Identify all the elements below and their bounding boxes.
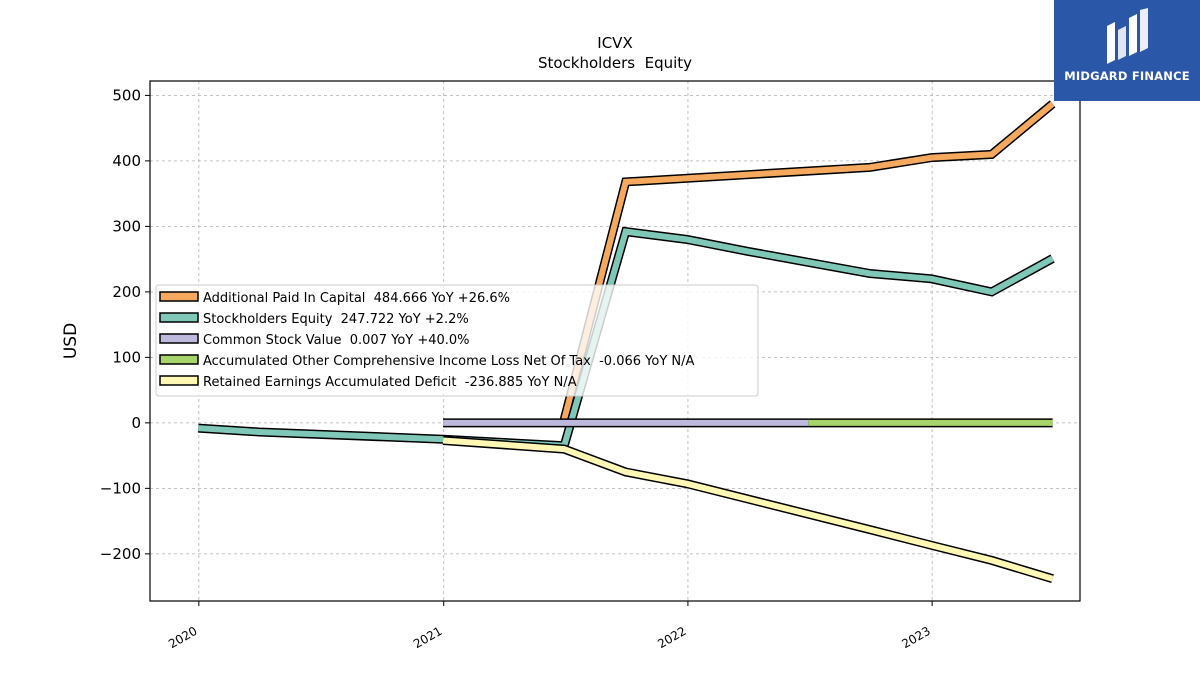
y-tick-label: 500 — [112, 86, 141, 104]
x-axis: 2020 2021 2022 2023 — [166, 601, 933, 651]
x-tick-label: 2021 — [411, 624, 444, 651]
y-tick-label: 100 — [112, 348, 141, 366]
legend-label: Accumulated Other Comprehensive Income L… — [203, 354, 694, 369]
legend-swatch — [159, 333, 199, 344]
series-line-4 — [442, 437, 1054, 582]
y-axis: −200 −100 0 100 200 300 400 500 — [100, 86, 150, 563]
y-axis-label: USD — [61, 323, 81, 359]
plot-frame — [149, 80, 1081, 602]
chart-subtitle: Stockholders Equity — [538, 54, 692, 72]
y-tick-label: 300 — [112, 217, 141, 235]
legend-box — [155, 284, 759, 397]
legend: Additional Paid In Capital 484.666 YoY +… — [155, 284, 759, 397]
brand-name: MIDGARD FINANCE — [1064, 69, 1190, 83]
midgard-logo-icon — [1107, 8, 1148, 64]
legend-swatch — [159, 375, 199, 386]
series-layer — [197, 100, 1056, 584]
y-tick-label: 0 — [131, 414, 141, 432]
series-line-0 — [561, 101, 1055, 421]
legend-label: Stockholders Equity 247.722 YoY +2.2% — [203, 312, 469, 327]
legend-swatch — [159, 354, 199, 365]
brand-logo: MIDGARD FINANCE — [1054, 0, 1200, 101]
x-tick-label: 2023 — [899, 624, 932, 651]
series-line-1 — [198, 228, 1055, 449]
chart-title: ICVX — [597, 34, 632, 52]
y-tick-label: 400 — [112, 152, 141, 170]
y-tick-label: −100 — [100, 479, 141, 497]
series-outline-4 — [442, 436, 1054, 584]
x-tick-label: 2020 — [166, 624, 199, 651]
legend-label: Retained Earnings Accumulated Deficit -2… — [203, 375, 577, 390]
legend-label: Common Stock Value 0.007 YoY +40.0% — [203, 333, 470, 348]
y-tick-label: −200 — [100, 545, 141, 563]
legend-label: Additional Paid In Capital 484.666 YoY +… — [203, 291, 510, 306]
legend-swatch — [159, 291, 199, 302]
y-tick-label: 200 — [112, 283, 141, 301]
x-tick-label: 2022 — [655, 624, 688, 651]
legend-swatch — [159, 312, 199, 323]
